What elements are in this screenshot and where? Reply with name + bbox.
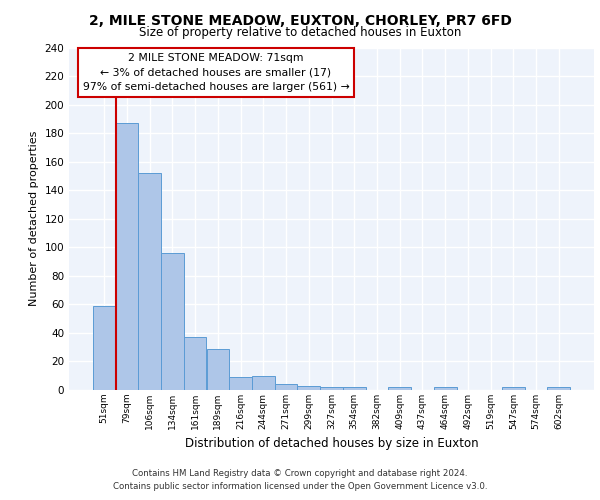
Bar: [388, 387, 411, 390]
Bar: [229, 377, 252, 390]
Bar: [275, 384, 298, 390]
Bar: [139, 173, 161, 390]
Bar: [206, 348, 229, 390]
Bar: [252, 376, 275, 390]
Bar: [502, 387, 524, 390]
Bar: [434, 387, 457, 390]
Text: 2 MILE STONE MEADOW: 71sqm
← 3% of detached houses are smaller (17)
97% of semi-: 2 MILE STONE MEADOW: 71sqm ← 3% of detac…: [83, 52, 349, 92]
Bar: [184, 337, 206, 390]
Bar: [298, 386, 320, 390]
Bar: [343, 387, 365, 390]
Text: Size of property relative to detached houses in Euxton: Size of property relative to detached ho…: [139, 26, 461, 39]
Bar: [547, 387, 570, 390]
Text: Contains HM Land Registry data © Crown copyright and database right 2024.
Contai: Contains HM Land Registry data © Crown c…: [113, 470, 487, 491]
Bar: [116, 123, 139, 390]
Bar: [161, 253, 184, 390]
Bar: [93, 306, 116, 390]
Bar: [320, 387, 343, 390]
Text: 2, MILE STONE MEADOW, EUXTON, CHORLEY, PR7 6FD: 2, MILE STONE MEADOW, EUXTON, CHORLEY, P…: [89, 14, 511, 28]
X-axis label: Distribution of detached houses by size in Euxton: Distribution of detached houses by size …: [185, 438, 478, 450]
Y-axis label: Number of detached properties: Number of detached properties: [29, 131, 39, 306]
